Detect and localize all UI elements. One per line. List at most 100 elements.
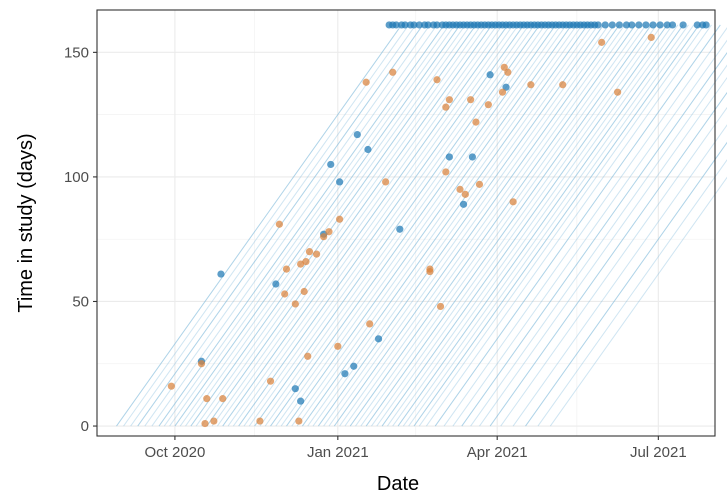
followup-line: [392, 24, 679, 427]
followup-line: [217, 24, 503, 427]
censored-point: [608, 21, 616, 29]
event-point: [167, 382, 175, 390]
followup-line: [365, 24, 652, 427]
event-point: [300, 287, 308, 296]
censored-point: [601, 21, 609, 29]
censored-point: [374, 335, 383, 343]
event-point: [291, 300, 299, 308]
censored-point: [401, 21, 409, 29]
event-point: [509, 198, 517, 206]
event-point: [598, 38, 606, 46]
followup-line: [179, 24, 466, 427]
followup-line: [360, 24, 647, 427]
censored-point: [594, 21, 602, 29]
censored-point: [327, 160, 335, 169]
x-tick-label: Jul 2021: [630, 444, 687, 461]
censored-point: [486, 71, 494, 79]
x-axis-title: Date: [377, 473, 419, 495]
followup-line: [211, 24, 498, 427]
event-point: [559, 81, 567, 89]
followup-line: [163, 24, 450, 427]
followup-line: [470, 64, 727, 427]
followup-line: [408, 24, 695, 427]
event-point: [445, 96, 453, 104]
followup-line: [243, 24, 530, 427]
followup-line: [296, 24, 583, 427]
followup-line: [270, 24, 557, 427]
followup-line: [238, 24, 525, 427]
censored-point: [433, 21, 441, 29]
followup-line: [158, 24, 445, 427]
censored-point: [291, 385, 299, 393]
event-point: [500, 63, 508, 71]
followup-line: [169, 24, 456, 427]
followup-line: [275, 24, 562, 427]
event-point: [281, 290, 289, 298]
event-point: [366, 320, 374, 328]
censored-point: [217, 270, 225, 278]
followup-line: [291, 24, 578, 427]
followup-line: [500, 106, 727, 427]
followup-line: [413, 24, 700, 427]
censored-point: [668, 21, 677, 29]
event-point: [256, 417, 264, 425]
event-point: [334, 342, 342, 350]
event-point: [442, 103, 450, 111]
censored-point: [628, 21, 636, 29]
event-point: [436, 302, 445, 311]
followup-line: [461, 52, 727, 427]
event-point: [461, 190, 469, 198]
event-point: [219, 395, 227, 403]
censored-point: [642, 21, 650, 29]
followup-line: [402, 24, 689, 427]
y-axis-title: Time in study (days): [15, 133, 37, 312]
followup-line: [355, 24, 642, 427]
event-point: [426, 265, 434, 273]
event-point: [484, 101, 492, 109]
event-point: [282, 265, 291, 273]
censored-point: [396, 225, 404, 233]
event-point: [362, 78, 370, 86]
followup-line: [227, 24, 514, 427]
followup-line: [333, 24, 620, 427]
y-tick-label: 50: [72, 293, 89, 310]
followup-line: [195, 24, 482, 427]
event-point: [320, 233, 328, 241]
censored-point: [335, 178, 344, 186]
followup-line: [397, 24, 684, 427]
censored-point: [468, 153, 477, 161]
event-point: [210, 417, 218, 425]
event-point: [312, 250, 321, 258]
event-point: [305, 248, 314, 256]
followup-line: [222, 24, 509, 427]
followup-line: [328, 24, 615, 427]
followup-line: [280, 24, 567, 427]
censored-point: [459, 200, 468, 208]
event-point: [467, 96, 475, 104]
x-tick-label: Apr 2021: [467, 444, 528, 461]
followup-line: [418, 24, 705, 427]
followup-line: [479, 76, 727, 427]
followup-line: [123, 24, 410, 427]
censored-point: [353, 130, 361, 139]
censored-point: [502, 83, 510, 91]
followup-line: [190, 24, 477, 427]
followup-lines: [116, 24, 727, 427]
event-point: [527, 81, 535, 89]
censored-point: [702, 21, 710, 29]
followup-line: [144, 24, 431, 427]
event-point: [498, 88, 507, 96]
event-point: [504, 68, 512, 76]
followup-line: [323, 24, 610, 427]
censored-point: [615, 21, 623, 29]
event-point: [275, 220, 283, 228]
event-point: [295, 417, 303, 425]
event-point: [647, 33, 655, 42]
followup-line: [434, 24, 721, 427]
followup-line: [302, 24, 588, 427]
followup-line: [489, 91, 727, 427]
y-tick-label: 100: [64, 169, 89, 186]
followup-line: [537, 159, 727, 427]
event-point: [302, 258, 310, 266]
censored-point: [350, 362, 358, 370]
